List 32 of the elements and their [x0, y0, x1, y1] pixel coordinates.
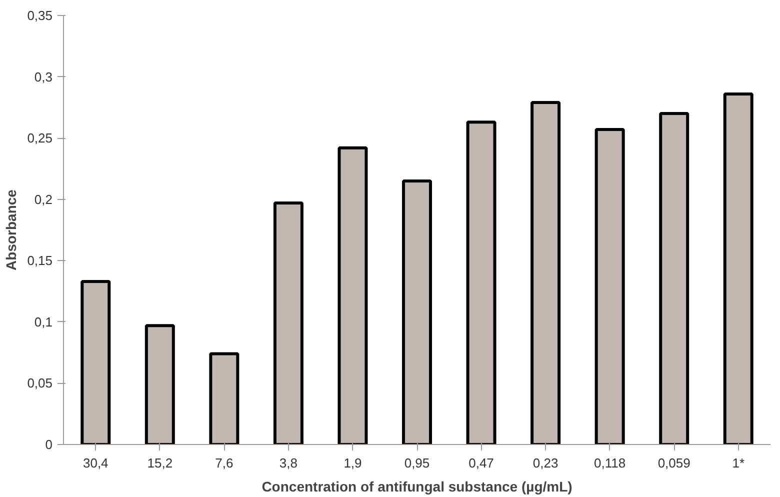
x-tick-label: 0,118 — [594, 456, 626, 470]
bar — [466, 120, 496, 444]
y-tick-label: 0,2 — [34, 192, 53, 207]
x-tick-label: 30,4 — [82, 456, 108, 470]
bar — [530, 101, 561, 444]
bar — [80, 280, 111, 444]
bar — [273, 202, 304, 444]
y-tick-label: 0,15 — [27, 253, 53, 268]
y-tick-label: 0,35 — [27, 8, 53, 23]
x-tick-label: 0,23 — [532, 456, 558, 470]
x-tick-label: 7,6 — [215, 456, 234, 470]
x-tick-label: 0,95 — [404, 456, 430, 470]
x-tick-label: 15,2 — [147, 456, 173, 470]
y-tick-label: 0,1 — [34, 314, 53, 330]
bar — [209, 352, 240, 444]
y-tick-label: 0,05 — [27, 376, 53, 391]
x-tick-label: 1,9 — [344, 456, 362, 470]
bar — [659, 112, 690, 444]
bar — [402, 179, 432, 444]
bar — [338, 146, 368, 444]
x-tick-label: 3,8 — [279, 456, 298, 470]
x-tick-label: 0,47 — [468, 456, 494, 470]
y-tick-label: 0,25 — [27, 130, 53, 146]
x-tick-label: 0,059 — [658, 456, 690, 470]
bar — [723, 92, 754, 444]
x-tick-label: 1* — [732, 456, 745, 470]
x-axis-title: Concentration of antifungal substance (µg/mL) — [262, 478, 572, 494]
bar — [594, 128, 625, 444]
bar — [144, 324, 175, 444]
y-tick-label: 0,3 — [34, 69, 53, 84]
y-axis-title: Absorbance — [3, 189, 20, 270]
y-tick-label: 0 — [45, 437, 53, 452]
